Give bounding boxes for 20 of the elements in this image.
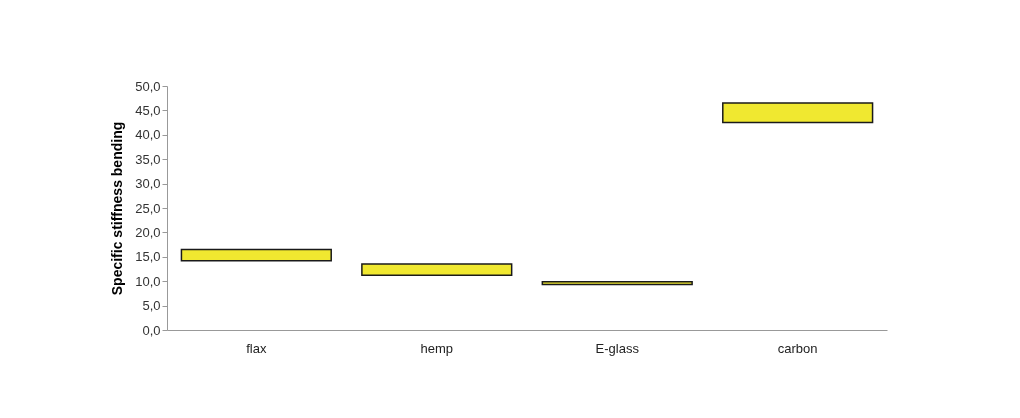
y-axis-title: Specific stiffness bending bbox=[109, 121, 126, 296]
y-tick-label: 25,0 bbox=[135, 200, 161, 216]
y-tick-label: 45,0 bbox=[135, 102, 161, 118]
bar bbox=[541, 280, 693, 286]
y-tick-label: 35,0 bbox=[135, 151, 161, 167]
y-tick-label: 10,0 bbox=[135, 273, 161, 289]
y-tick-label: 15,0 bbox=[135, 249, 161, 265]
bar bbox=[361, 263, 513, 277]
y-tick-label: 40,0 bbox=[135, 127, 161, 143]
y-tick-label: 30,0 bbox=[135, 176, 161, 192]
x-tick-label: carbon bbox=[777, 340, 818, 356]
x-tick-label: hemp bbox=[420, 340, 454, 356]
bar bbox=[180, 248, 332, 262]
y-tick-label: 5,0 bbox=[142, 298, 161, 314]
y-tick-label: 0,0 bbox=[142, 322, 161, 338]
y-tick-label: 50,0 bbox=[135, 78, 161, 94]
x-tick-label: flax bbox=[246, 340, 267, 356]
x-tick-label: E-glass bbox=[595, 340, 640, 356]
y-tick-label: 20,0 bbox=[135, 224, 161, 240]
bar bbox=[722, 102, 874, 124]
